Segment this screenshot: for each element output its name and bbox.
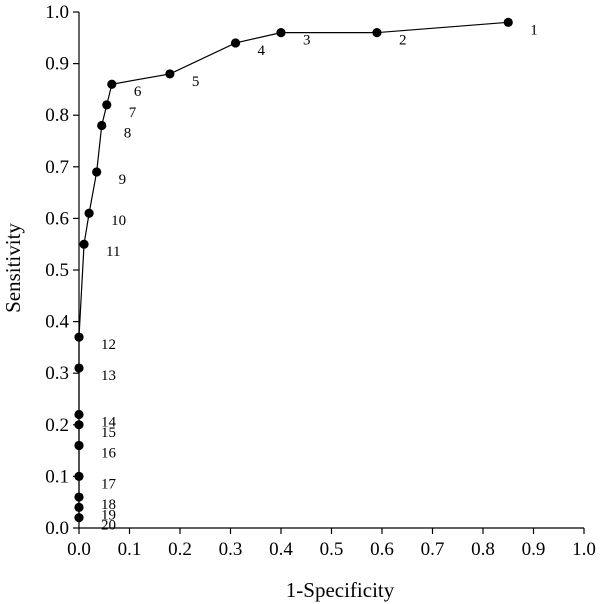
x-tick-label: 1.0	[572, 539, 596, 560]
data-point	[230, 38, 241, 48]
x-tick-label: 0.7	[421, 539, 445, 560]
roc-series	[74, 17, 513, 523]
point-label: 6	[134, 84, 142, 100]
y-tick-label: 0.5	[45, 260, 69, 281]
data-point	[503, 17, 513, 27]
point-label: 12	[101, 337, 116, 353]
y-tick-label: 0.4	[45, 312, 69, 333]
y-tick-label: 1.0	[45, 2, 69, 23]
x-tick-label: 0.5	[320, 539, 344, 560]
x-axis-title: 1-Specificity	[286, 578, 395, 602]
data-point	[107, 79, 117, 89]
x-tick-label: 0.9	[522, 539, 546, 560]
y-tick-label: 0.0	[45, 518, 69, 539]
data-point	[92, 167, 102, 177]
point-label: 1	[530, 22, 538, 38]
axes	[78, 12, 584, 529]
data-point	[74, 420, 84, 430]
data-point	[74, 513, 84, 523]
data-point	[79, 239, 89, 249]
data-point	[74, 502, 84, 512]
x-tick-label: 0.1	[118, 539, 142, 560]
point-label: 16	[101, 445, 117, 461]
x-tick-label: 0.6	[370, 539, 394, 560]
point-label: 8	[124, 126, 132, 142]
point-label: 14	[101, 414, 117, 430]
y-tick-label: 0.1	[45, 466, 69, 487]
roc-line	[78, 21, 509, 518]
y-tick-label: 0.2	[45, 415, 69, 436]
x-tick-label: 0.0	[67, 539, 91, 560]
y-tick-label: 0.9	[45, 54, 69, 75]
data-point	[84, 208, 94, 218]
data-point	[102, 100, 112, 110]
y-tick-label: 0.3	[45, 363, 69, 384]
data-point	[74, 440, 84, 451]
data-point	[97, 120, 107, 131]
point-label: 17	[101, 476, 117, 492]
point-label: 20	[101, 518, 116, 534]
y-tick-label: 0.8	[45, 105, 69, 126]
point-label: 5	[192, 74, 200, 90]
point-label: 2	[399, 33, 407, 49]
data-point	[74, 471, 84, 481]
y-axis-title: Sensitivity	[1, 223, 25, 313]
point-label: 10	[111, 213, 126, 229]
x-tick-label: 0.4	[269, 539, 293, 560]
data-point	[74, 409, 84, 420]
point-label: 3	[303, 33, 311, 49]
data-point	[372, 28, 382, 38]
data-point	[276, 28, 286, 38]
data-point	[74, 332, 84, 342]
y-tick-label: 0.7	[45, 157, 69, 178]
x-tick-label: 0.3	[219, 539, 243, 560]
data-point	[74, 492, 84, 502]
point-label: 11	[106, 244, 120, 260]
point-label: 13	[101, 368, 116, 384]
data-point	[74, 363, 84, 373]
point-label: 18	[101, 497, 116, 513]
x-tick-label: 0.8	[471, 539, 495, 560]
point-label: 9	[119, 172, 127, 188]
x-axis-ticks: 0.0 0.1 0.2 0.3 0.4 0.5 0.6 0.7 0.8 0.9 1.0	[67, 528, 596, 560]
data-point	[165, 69, 175, 79]
point-label: 19	[101, 507, 116, 523]
y-axis-ticks: 0.0 0.1 0.2 0.3 0.4 0.5 0.6 0.7 0.8 0.9 1.0	[45, 2, 79, 539]
point-label: 4	[258, 43, 266, 59]
point-label: 7	[129, 105, 137, 121]
y-tick-label: 0.6	[45, 208, 69, 229]
x-tick-label: 0.2	[168, 539, 192, 560]
point-label: 15	[101, 425, 116, 441]
